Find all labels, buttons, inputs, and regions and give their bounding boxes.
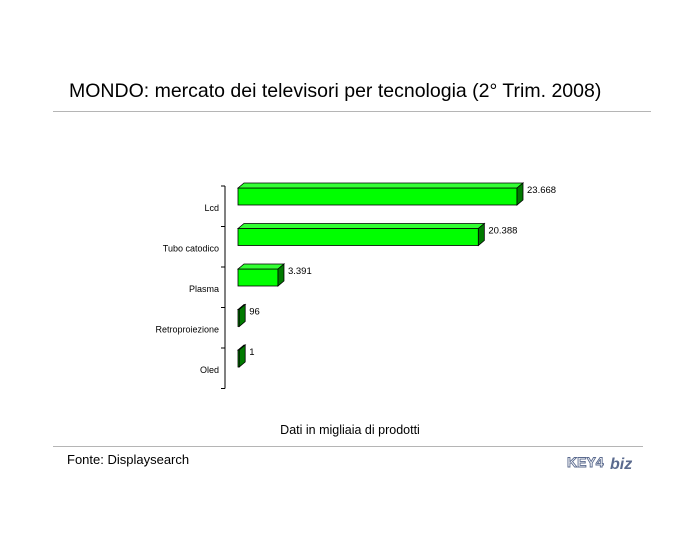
footer-divider	[53, 446, 643, 447]
bar	[237, 187, 518, 206]
units-note: Dati in migliaia di prodotti	[280, 423, 420, 437]
bar	[237, 228, 479, 246]
bar	[237, 268, 279, 287]
logo-text-biz: biz	[610, 456, 632, 473]
category-label: Tubo catodico	[163, 244, 219, 254]
bar-top-face	[236, 223, 486, 229]
bar-side-face	[516, 182, 524, 206]
data-label: 20.388	[488, 226, 517, 237]
bar-side-face	[477, 222, 485, 247]
category-label: Oled	[200, 365, 219, 375]
bar-side-face	[238, 344, 246, 368]
data-label: 3.391	[288, 266, 312, 277]
keybiz-logo: KEY4 biz	[567, 454, 633, 473]
bar-side-face	[277, 263, 285, 287]
data-label: 23.668	[527, 185, 556, 196]
category-label: Lcd	[204, 203, 219, 213]
data-label: 1	[249, 347, 254, 358]
logo-text-key: KEY4	[567, 454, 604, 470]
category-label: Plasma	[189, 284, 219, 294]
title-divider	[53, 111, 651, 112]
category-label: Retroproiezione	[155, 325, 219, 335]
source-label: Fonte: Displaysearch	[67, 452, 190, 467]
bar-top-face	[236, 263, 286, 270]
chart-title: MONDO: mercato dei televisori per tecnol…	[69, 80, 602, 102]
bar-side-face	[238, 303, 246, 328]
bar-top-face	[236, 182, 525, 189]
data-label: 96	[249, 307, 260, 318]
